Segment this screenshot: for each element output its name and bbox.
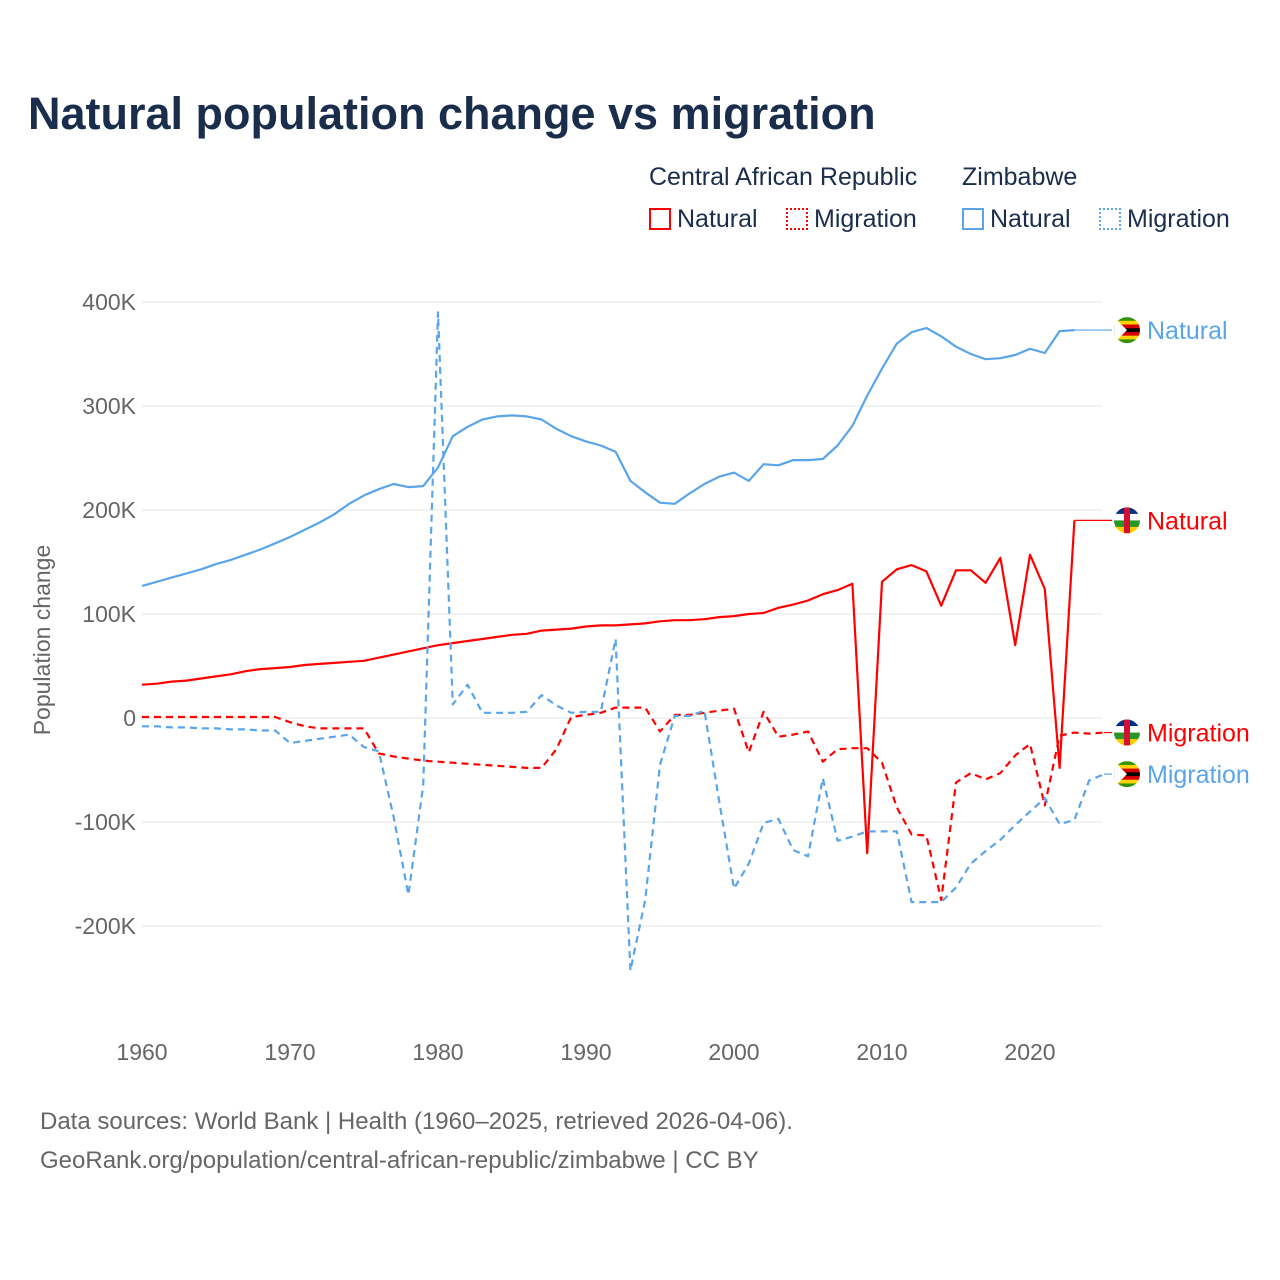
legend-label: Migration — [1127, 205, 1230, 233]
series-line-car-migration — [142, 706, 1105, 902]
y-tick-label: 0 — [123, 705, 136, 731]
legend-swatch-dotted — [786, 208, 808, 230]
legend-group-zimbabwe: Zimbabwe — [962, 163, 1078, 191]
x-tick-label: 1990 — [560, 1039, 611, 1065]
series-line-zimbabwe-natural — [141, 326, 1075, 587]
legend-group-car: Central African Republic — [649, 163, 918, 191]
legend-label: Natural — [677, 205, 758, 233]
end-label-zimbabwe-migration: Migration — [1147, 761, 1250, 789]
legend-label: Natural — [990, 205, 1071, 233]
series-line-zimbabwe-migration — [142, 311, 1105, 972]
x-tick-label: 2010 — [856, 1039, 907, 1065]
y-tick-label: 400K — [82, 289, 136, 315]
source-line-1: Data sources: World Bank | Health (1960–… — [40, 1108, 793, 1135]
y-tick-label: 300K — [82, 393, 136, 419]
legend-label: Migration — [814, 205, 917, 233]
y-tick-label: -100K — [75, 809, 137, 835]
car-flag-icon — [1114, 719, 1140, 746]
zimbabwe-flag-icon — [1114, 317, 1140, 344]
x-tick-label: 2000 — [708, 1039, 759, 1065]
x-tick-label: 1980 — [412, 1039, 463, 1065]
source-line-2[interactable]: GeoRank.org/population/central-african-r… — [40, 1147, 759, 1174]
car-flag-icon — [1114, 507, 1140, 534]
end-label-car-migration: Migration — [1147, 720, 1250, 748]
y-axis-label: Population change — [29, 545, 55, 736]
x-tick-label: 2020 — [1004, 1039, 1055, 1065]
legend-item-zimbabwe-natural[interactable]: Natural — [962, 205, 1071, 234]
x-tick-label: 1960 — [116, 1039, 167, 1065]
y-tick-label: -200K — [75, 913, 137, 939]
legend-swatch-dotted — [1099, 208, 1121, 230]
legend-swatch-solid — [962, 208, 984, 230]
end-label-car-natural: Natural — [1147, 507, 1228, 535]
x-tick-label: 1970 — [264, 1039, 315, 1065]
end-label-zimbabwe-natural: Natural — [1147, 317, 1228, 345]
y-tick-label: 200K — [82, 497, 136, 523]
zimbabwe-flag-icon — [1114, 761, 1140, 788]
series-line-car-natural — [141, 520, 1076, 855]
y-tick-label: 100K — [82, 601, 136, 627]
chart-title: Natural population change vs migration — [28, 88, 876, 139]
legend-item-car-migration[interactable]: Migration — [786, 205, 917, 234]
legend-swatch-solid — [649, 208, 671, 230]
legend-item-zimbabwe-migration[interactable]: Migration — [1099, 205, 1230, 234]
legend-item-car-natural[interactable]: Natural — [649, 205, 758, 234]
